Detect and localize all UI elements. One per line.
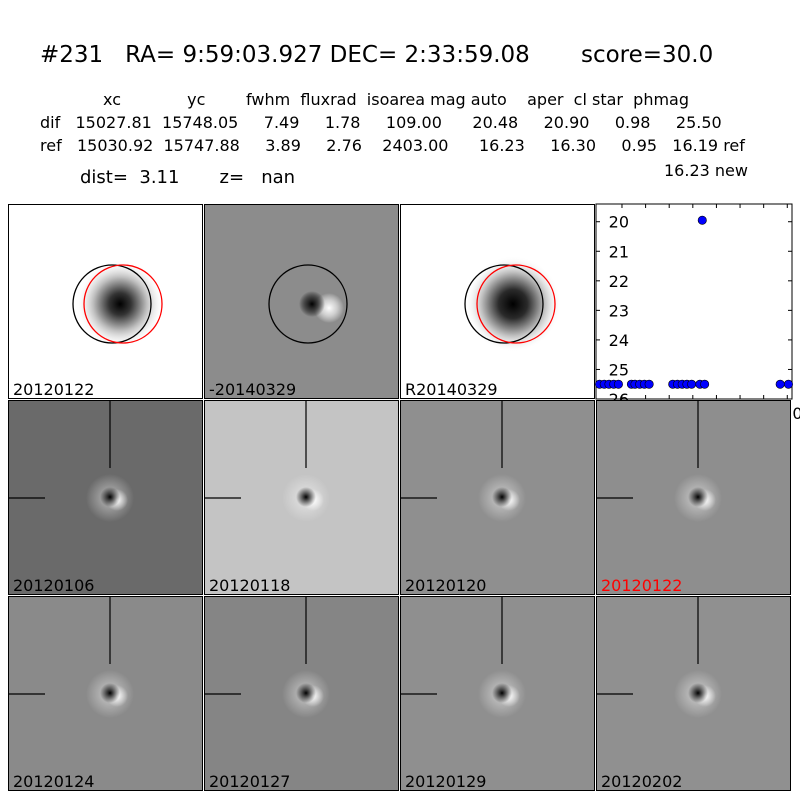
epoch-stamp-graphic	[205, 597, 398, 790]
y-tick-label: 21	[609, 242, 629, 261]
data-point	[700, 379, 710, 389]
stamp-label: 20120129	[405, 772, 487, 791]
stamp-label: 20120127	[209, 772, 291, 791]
page-title: #231 RA= 9:59:03.927 DEC= 2:33:59.08 sco…	[40, 42, 714, 68]
y-tick-label: 20	[609, 213, 629, 232]
column-header-row: xc yc fwhm fluxrad isoarea mag auto aper…	[103, 90, 689, 109]
stamp-diff-image: -20140329	[204, 204, 399, 399]
epoch-stamp: 20120106	[8, 400, 203, 595]
stamp-label: -20140329	[209, 380, 297, 399]
stamp-new-image: 20120122	[8, 204, 203, 399]
data-point	[783, 379, 793, 389]
new-mag-line: 16.23 new	[664, 161, 748, 180]
y-tick-label: 22	[609, 272, 629, 291]
epoch-stamp: 20120124	[8, 596, 203, 791]
stamp-label: 20120122	[601, 576, 683, 595]
distance-line: dist= 3.11 z= nan	[80, 167, 296, 188]
epoch-stamp-graphic	[205, 401, 398, 594]
dif-row: dif 15027.81 15748.05 7.49 1.78 109.00 2…	[40, 113, 722, 132]
epoch-stamp-graphic	[9, 597, 202, 790]
epoch-stamp: 20120202	[596, 596, 791, 791]
stamp-ref-image: R20140329	[400, 204, 595, 399]
epoch-stamp: 20120127	[204, 596, 399, 791]
data-point	[697, 215, 707, 225]
data-point	[687, 379, 697, 389]
epoch-stamp-graphic	[9, 401, 202, 594]
plot-frame	[595, 203, 793, 400]
stamp-label: 20120118	[209, 576, 291, 595]
stamp-label: 20120120	[405, 576, 487, 595]
epoch-stamp-graphic	[401, 597, 594, 790]
epoch-stamp-graphic	[401, 401, 594, 594]
epoch-stamp-highlighted: 20120122	[596, 400, 791, 595]
stamp-ref-graphic	[464, 256, 561, 352]
data-point	[775, 379, 785, 389]
y-tick-label: 25	[609, 360, 629, 379]
stamp-label: R20140329	[405, 380, 498, 399]
stamp-label: 20120124	[13, 772, 95, 791]
data-point	[613, 379, 623, 389]
epoch-stamp: 20120129	[400, 596, 595, 791]
ref-row: ref 15030.92 15747.88 3.89 2.76 2403.00 …	[40, 136, 745, 155]
data-point	[644, 379, 654, 389]
stamp-new-graphic	[72, 260, 164, 348]
epoch-stamp-graphic	[597, 597, 790, 790]
stamp-label: 20120202	[601, 772, 683, 791]
epoch-stamp-graphic	[597, 401, 790, 594]
stamp-label: 20120122	[13, 380, 95, 399]
epoch-stamp: 20120118	[204, 400, 399, 595]
y-tick-label: 23	[609, 301, 629, 320]
stamp-label: 20120106	[13, 576, 95, 595]
epoch-stamp: 20120120	[400, 400, 595, 595]
stamp-diff-graphic	[205, 205, 398, 398]
y-tick-label: 24	[609, 331, 629, 350]
